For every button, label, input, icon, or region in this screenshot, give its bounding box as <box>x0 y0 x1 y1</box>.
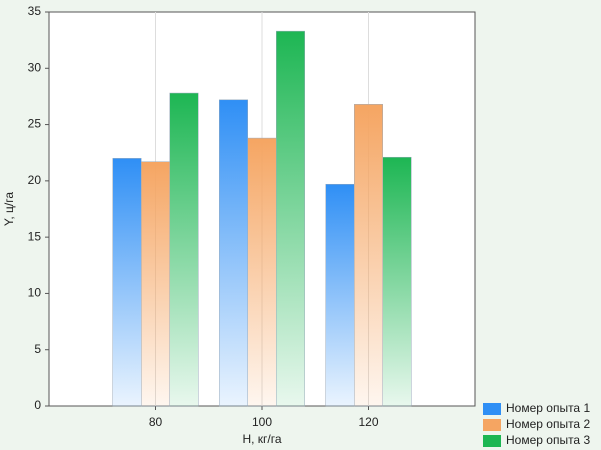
bar <box>382 156 412 407</box>
legend-label: Номер опыта 1 <box>506 401 590 415</box>
legend-swatch <box>483 435 501 447</box>
x-axis-label: Н, кг/га <box>242 432 281 446</box>
y-axis-label: Y, ц/га <box>2 192 16 226</box>
x-tick-label: 80 <box>149 415 163 429</box>
y-tick-label: 10 <box>28 286 42 300</box>
legend-swatch <box>483 419 501 431</box>
y-tick-label: 35 <box>28 4 42 18</box>
legend-label: Номер опыта 2 <box>506 417 590 431</box>
bar <box>219 99 248 407</box>
x-tick-label: 100 <box>252 415 272 429</box>
bar <box>169 92 199 407</box>
y-tick-label: 5 <box>34 342 41 356</box>
y-tick-label: 0 <box>34 398 41 412</box>
bar <box>247 137 277 407</box>
y-tick-label: 20 <box>28 173 42 187</box>
bar <box>325 183 355 407</box>
y-tick-label: 25 <box>28 117 42 131</box>
bar <box>141 161 170 407</box>
x-tick-label: 120 <box>358 415 378 429</box>
bar <box>354 104 383 407</box>
legend-swatch <box>483 403 501 415</box>
bar <box>276 30 305 407</box>
y-tick-label: 15 <box>28 229 42 243</box>
legend-label: Номер опыта 3 <box>506 433 590 447</box>
bar <box>112 158 142 407</box>
y-tick-label: 30 <box>28 60 42 74</box>
